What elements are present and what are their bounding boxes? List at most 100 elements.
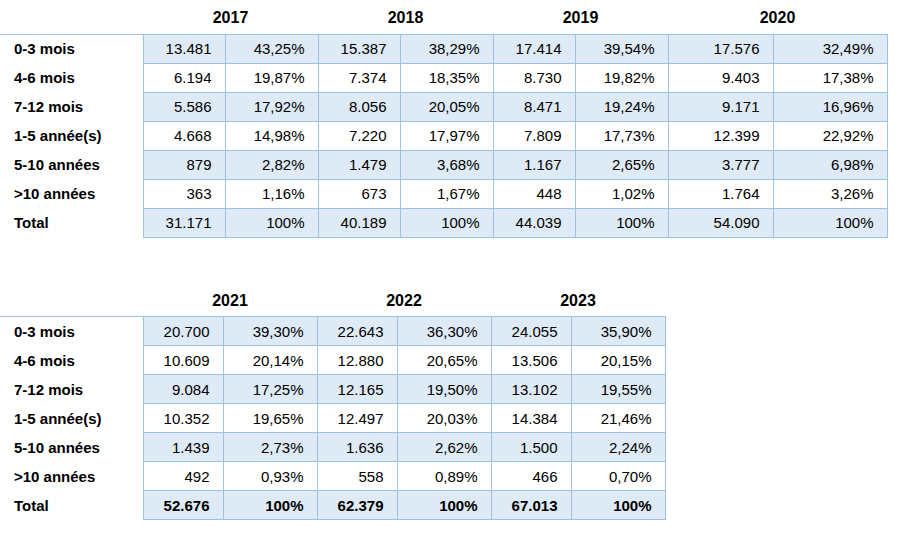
count-cell: 492 bbox=[143, 462, 223, 491]
count-cell: 12.165 bbox=[317, 375, 397, 404]
table-row: 5-10 années8792,82%1.4793,68%1.1672,65%3… bbox=[0, 150, 887, 179]
percent-cell: 18,35% bbox=[400, 63, 493, 92]
row-label: 7-12 mois bbox=[0, 375, 143, 404]
row-label: 5-10 années bbox=[0, 150, 143, 179]
row-label: >10 années bbox=[0, 462, 143, 491]
year-header-2019: 2019 bbox=[493, 3, 668, 34]
count-cell: 13.102 bbox=[491, 375, 571, 404]
count-cell: 558 bbox=[317, 462, 397, 491]
table-row: Total52.676100%62.379100%67.013100% bbox=[0, 491, 665, 520]
percent-cell: 35,90% bbox=[571, 317, 665, 346]
percent-cell: 1,16% bbox=[225, 179, 318, 208]
count-cell: 466 bbox=[491, 462, 571, 491]
percent-cell: 39,54% bbox=[575, 34, 668, 63]
count-cell: 67.013 bbox=[491, 491, 571, 520]
row-label: >10 années bbox=[0, 179, 143, 208]
year-header-row: 202120222023 bbox=[0, 286, 665, 317]
count-cell: 9.171 bbox=[668, 92, 773, 121]
percent-cell: 100% bbox=[397, 491, 491, 520]
count-cell: 9.084 bbox=[143, 375, 223, 404]
percent-cell: 2,62% bbox=[397, 433, 491, 462]
percent-cell: 0,93% bbox=[223, 462, 317, 491]
row-label: 5-10 années bbox=[0, 433, 143, 462]
percent-cell: 0,89% bbox=[397, 462, 491, 491]
count-cell: 5.586 bbox=[143, 92, 225, 121]
count-cell: 7.220 bbox=[318, 121, 400, 150]
count-cell: 17.414 bbox=[493, 34, 575, 63]
count-cell: 40.189 bbox=[318, 208, 400, 237]
count-cell: 879 bbox=[143, 150, 225, 179]
count-cell: 7.374 bbox=[318, 63, 400, 92]
percent-cell: 1,02% bbox=[575, 179, 668, 208]
count-cell: 8.471 bbox=[493, 92, 575, 121]
percent-cell: 20,14% bbox=[223, 346, 317, 375]
percent-cell: 17,97% bbox=[400, 121, 493, 150]
table-row: 0-3 mois13.48143,25%15.38738,29%17.41439… bbox=[0, 34, 887, 63]
count-cell: 8.730 bbox=[493, 63, 575, 92]
percent-cell: 100% bbox=[575, 208, 668, 237]
percent-cell: 100% bbox=[225, 208, 318, 237]
percent-cell: 3,26% bbox=[773, 179, 887, 208]
year-header-2018: 2018 bbox=[318, 3, 493, 34]
count-cell: 1.636 bbox=[317, 433, 397, 462]
count-cell: 1.500 bbox=[491, 433, 571, 462]
percent-cell: 36,30% bbox=[397, 317, 491, 346]
table-row: 5-10 années1.4392,73%1.6362,62%1.5002,24… bbox=[0, 433, 665, 462]
percent-cell: 43,25% bbox=[225, 34, 318, 63]
percent-cell: 32,49% bbox=[773, 34, 887, 63]
percent-cell: 17,25% bbox=[223, 375, 317, 404]
percent-cell: 1,67% bbox=[400, 179, 493, 208]
count-cell: 363 bbox=[143, 179, 225, 208]
percent-cell: 19,65% bbox=[223, 404, 317, 433]
row-label: 0-3 mois bbox=[0, 317, 143, 346]
table-row: Total31.171100%40.189100%44.039100%54.09… bbox=[0, 208, 887, 237]
percent-cell: 6,98% bbox=[773, 150, 887, 179]
count-cell: 62.379 bbox=[317, 491, 397, 520]
count-cell: 4.668 bbox=[143, 121, 225, 150]
year-header-2023: 2023 bbox=[491, 286, 665, 317]
count-cell: 13.506 bbox=[491, 346, 571, 375]
year-header-2022: 2022 bbox=[317, 286, 491, 317]
count-cell: 12.880 bbox=[317, 346, 397, 375]
percent-cell: 3,68% bbox=[400, 150, 493, 179]
count-cell: 1.764 bbox=[668, 179, 773, 208]
percent-cell: 19,87% bbox=[225, 63, 318, 92]
percent-cell: 2,82% bbox=[225, 150, 318, 179]
row-label: Total bbox=[0, 491, 143, 520]
row-label: Total bbox=[0, 208, 143, 237]
count-cell: 10.609 bbox=[143, 346, 223, 375]
count-cell: 448 bbox=[493, 179, 575, 208]
report-page: 20172018201920200-3 mois13.48143,25%15.3… bbox=[0, 0, 912, 520]
table-row: 7-12 mois9.08417,25%12.16519,50%13.10219… bbox=[0, 375, 665, 404]
count-cell: 10.352 bbox=[143, 404, 223, 433]
corner-cell bbox=[0, 3, 143, 34]
year-header-2017: 2017 bbox=[143, 3, 318, 34]
percent-cell: 17,38% bbox=[773, 63, 887, 92]
table-row: >10 années3631,16%6731,67%4481,02%1.7643… bbox=[0, 179, 887, 208]
count-cell: 9.403 bbox=[668, 63, 773, 92]
percent-cell: 100% bbox=[400, 208, 493, 237]
count-cell: 1.167 bbox=[493, 150, 575, 179]
row-label: 1-5 année(s) bbox=[0, 404, 143, 433]
percent-cell: 20,15% bbox=[571, 346, 665, 375]
count-cell: 6.194 bbox=[143, 63, 225, 92]
duration-table-2021-2023: 2021202220230-3 mois20.70039,30%22.64336… bbox=[0, 286, 666, 521]
percent-cell: 21,46% bbox=[571, 404, 665, 433]
count-cell: 24.055 bbox=[491, 317, 571, 346]
corner-cell bbox=[0, 286, 143, 317]
table-row: >10 années4920,93%5580,89%4660,70% bbox=[0, 462, 665, 491]
count-cell: 22.643 bbox=[317, 317, 397, 346]
percent-cell: 19,55% bbox=[571, 375, 665, 404]
percent-cell: 22,92% bbox=[773, 121, 887, 150]
percent-cell: 100% bbox=[773, 208, 887, 237]
percent-cell: 39,30% bbox=[223, 317, 317, 346]
count-cell: 17.576 bbox=[668, 34, 773, 63]
count-cell: 1.479 bbox=[318, 150, 400, 179]
percent-cell: 19,24% bbox=[575, 92, 668, 121]
count-cell: 1.439 bbox=[143, 433, 223, 462]
percent-cell: 20,65% bbox=[397, 346, 491, 375]
count-cell: 13.481 bbox=[143, 34, 225, 63]
percent-cell: 19,50% bbox=[397, 375, 491, 404]
year-header-row: 2017201820192020 bbox=[0, 3, 887, 34]
percent-cell: 2,73% bbox=[223, 433, 317, 462]
